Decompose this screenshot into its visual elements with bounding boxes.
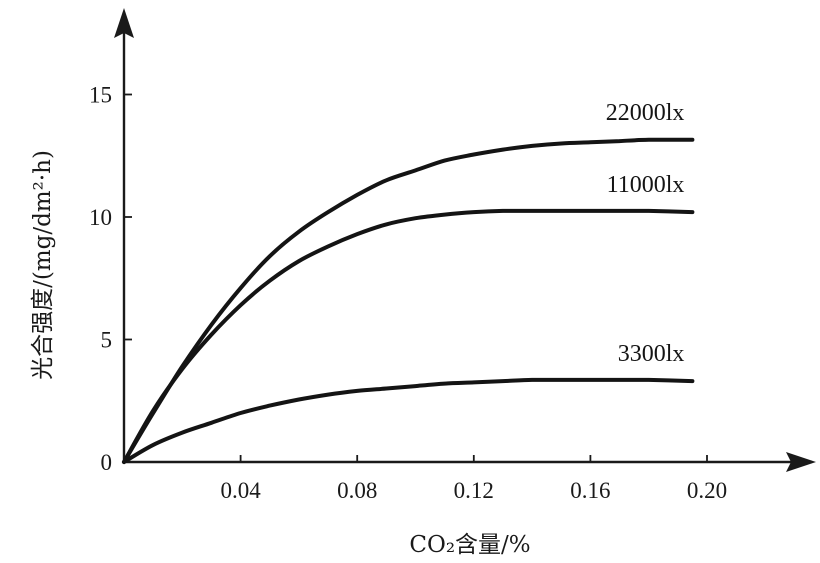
series-line-22000lx (122, 137, 695, 464)
x-tick-label: 0.16 (570, 478, 610, 503)
y-tick-label: 5 (101, 328, 113, 353)
x-tick-label: 0.04 (220, 478, 261, 503)
y-tick-label: 15 (89, 83, 112, 108)
x-tick-group: 0.04 0.08 0.12 0.16 0.20 (220, 455, 727, 503)
y-tick-label: 10 (89, 205, 112, 230)
x-axis-arrowhead (786, 452, 816, 472)
series-line-11000lx (122, 208, 695, 464)
x-tick-label: 0.08 (337, 478, 377, 503)
y-axis-title: 光合强度/(mg/dm²·h) (30, 150, 56, 380)
series-group (122, 137, 695, 464)
series-label-11000lx: 11000lx (607, 172, 685, 198)
y-tick-label: 0 (101, 450, 113, 475)
series-line-3300lx (122, 377, 695, 464)
x-tick-label: 0.20 (687, 478, 727, 503)
x-axis-title: CO₂含量/% (409, 532, 530, 558)
series-label-3300lx: 3300lx (618, 341, 685, 367)
series-label-group: 22000lx 11000lx 3300lx (606, 100, 685, 367)
series-label-22000lx: 22000lx (606, 100, 685, 126)
x-tick-label: 0.12 (454, 478, 494, 503)
y-axis-arrowhead (114, 8, 134, 38)
y-tick-group: 0 5 10 15 (89, 83, 132, 475)
